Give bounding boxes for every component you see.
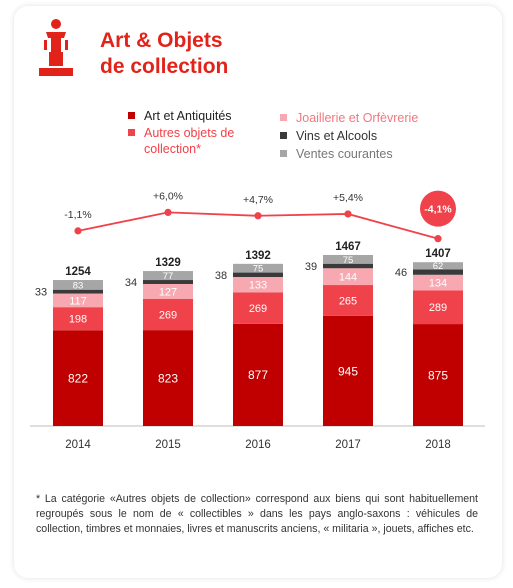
growth-label-2016: +4,7% <box>243 194 273 206</box>
legend-item-joaillerie: Joaillerie et Orfèvrerie <box>280 110 418 126</box>
data-label-2016-4: 75 <box>253 264 264 275</box>
bar-segment-2018-0 <box>413 324 463 426</box>
growth-point-2016 <box>254 212 262 220</box>
growth-label-2015: +6,0% <box>153 190 183 202</box>
bar-segment-2014-1 <box>53 307 103 331</box>
x-tick-label-2014: 2014 <box>65 439 91 451</box>
growth-point-2015 <box>164 208 172 216</box>
data-label-2016-3: 38 <box>215 270 227 282</box>
legend-swatch <box>280 150 287 157</box>
x-tick-label-2017: 2017 <box>335 439 361 451</box>
data-label-2018-0: 875 <box>428 368 448 382</box>
bar-segment-2014-2 <box>53 293 103 308</box>
bar-segment-2017-2 <box>323 268 373 286</box>
footnote: * La catégorie «Autres objets de collect… <box>36 493 478 535</box>
bar-segment-2017-1 <box>323 285 373 316</box>
legend-label: Art et Antiquités <box>144 109 232 123</box>
legend-item-vins-alcools: Vins et Alcools <box>280 128 377 144</box>
bar-segment-2017-3 <box>323 263 373 269</box>
legend-label: Vins et Alcools <box>296 129 378 143</box>
data-label-2015-4: 77 <box>163 271 174 282</box>
bar-segment-2014-0 <box>53 330 103 426</box>
bar-segment-2016-1 <box>233 292 283 324</box>
bar-segment-2016-4 <box>233 263 283 273</box>
x-tick-label-2016: 2016 <box>245 439 271 451</box>
bar-segment-2016-0 <box>233 323 283 426</box>
bar-segment-2014-3 <box>53 289 103 294</box>
legend-swatch <box>280 132 287 139</box>
bar-segment-2017-0 <box>323 315 373 426</box>
data-label-2014-4: 83 <box>73 280 84 291</box>
data-label-2015-1: 269 <box>159 309 177 321</box>
data-label-2018-4: 62 <box>433 261 444 272</box>
legend-item-ventes-courantes: Ventes courantes <box>280 146 393 162</box>
bar-segment-2015-3 <box>143 280 193 284</box>
chart-title: Art & Objets de collection <box>100 28 228 80</box>
bar-segment-2015-4 <box>143 271 193 281</box>
data-label-2017-3: 39 <box>305 261 317 273</box>
chart-title-line1: Art & Objets <box>100 29 223 52</box>
data-label-2016-2: 133 <box>249 280 267 292</box>
bar-segment-2015-0 <box>143 330 193 426</box>
trophy-statuette-icon <box>39 19 73 76</box>
growth-point-2017 <box>344 210 352 218</box>
growth-label-2018: -4,1% <box>424 204 452 216</box>
legend-swatch <box>128 112 135 119</box>
data-label-2014-0: 822 <box>68 371 88 385</box>
bar-segment-2015-1 <box>143 298 193 331</box>
total-label-2018: 1407 <box>425 248 451 260</box>
legend-item-autres-objets: Autres objets de collection* <box>128 125 268 157</box>
bar-segment-2015-2 <box>143 283 193 299</box>
data-label-2014-2: 117 <box>69 295 87 307</box>
bar-segment-2014-4 <box>53 280 103 290</box>
growth-point-2018 <box>434 235 442 243</box>
data-label-2017-2: 144 <box>339 272 357 284</box>
data-label-2017-0: 945 <box>338 364 358 378</box>
legend-swatch <box>280 114 287 121</box>
legend-label: Ventes courantes <box>296 147 393 161</box>
bar-segment-2018-4 <box>413 262 463 270</box>
bar-segment-2018-1 <box>413 290 463 325</box>
data-label-2016-1: 269 <box>249 303 267 315</box>
x-tick-label-2015: 2015 <box>155 439 181 451</box>
data-label-2015-0: 823 <box>158 371 178 385</box>
legend-label: Autres objets de collection* <box>144 126 235 156</box>
data-label-2018-1: 289 <box>429 302 447 314</box>
data-label-2018-3: 46 <box>395 267 407 279</box>
total-label-2016: 1392 <box>245 250 271 262</box>
growth-highlight-bubble <box>420 190 456 227</box>
data-label-2015-3: 34 <box>125 277 137 289</box>
bar-segment-2018-3 <box>413 269 463 275</box>
bar-segment-2016-3 <box>233 272 283 277</box>
growth-label-2017: +5,4% <box>333 192 363 204</box>
data-label-2015-2: 127 <box>159 286 177 298</box>
growth-label-2014: -1,1% <box>64 209 91 221</box>
bar-segment-2016-2 <box>233 276 283 293</box>
legend-label: Joaillerie et Orfèvrerie <box>296 111 419 125</box>
chart-title-line2: de collection <box>100 55 229 78</box>
data-label-2014-3: 33 <box>35 287 47 299</box>
total-label-2017: 1467 <box>335 241 361 253</box>
total-label-2014: 1254 <box>65 266 91 278</box>
legend: Art et Antiquités Autres objets de colle… <box>0 0 513 170</box>
total-label-2015: 1329 <box>155 257 181 269</box>
data-label-2017-1: 265 <box>339 295 357 307</box>
bar-segment-2017-4 <box>323 254 373 264</box>
data-label-2016-0: 877 <box>248 368 268 382</box>
bar-segment-2018-2 <box>413 274 463 291</box>
data-label-2014-1: 198 <box>69 314 87 326</box>
data-label-2018-2: 134 <box>429 278 447 290</box>
data-label-2017-4: 75 <box>343 255 354 266</box>
legend-swatch <box>128 129 135 136</box>
legend-item-art-antiquites: Art et Antiquités <box>128 108 232 124</box>
growth-point-2014 <box>74 227 82 235</box>
x-tick-label-2018: 2018 <box>425 439 451 451</box>
